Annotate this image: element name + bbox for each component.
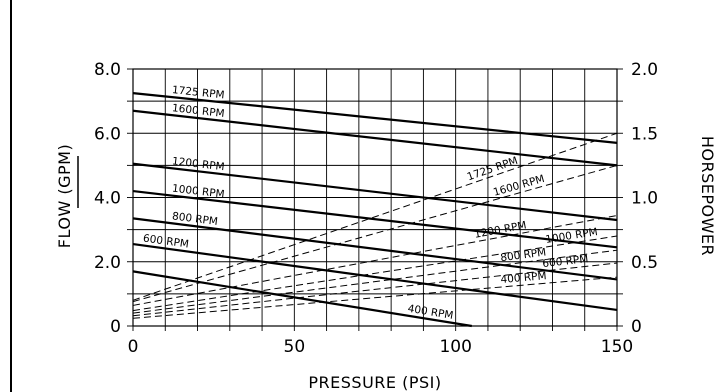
x-tick-label: 0: [128, 337, 139, 357]
y2-tick-label: 1.0: [631, 189, 658, 209]
x-tick-label: 150: [601, 337, 633, 357]
y-axis-title: FLOW (GPM): [55, 144, 74, 248]
y-tick-label: 8.0: [94, 60, 121, 80]
flow-curve-label: 1725 RPM: [171, 84, 225, 101]
flow-curve-label: 1600 RPM: [171, 102, 225, 120]
flow-curve-800-rpm: [132, 217, 618, 281]
x-axis-title: PRESSURE (PSI): [308, 373, 441, 392]
flow-curve-400-rpm: [132, 270, 472, 328]
hp-curve-label: 1725 RPM: [466, 155, 520, 184]
hp-curve-1200-rpm: [132, 214, 618, 306]
hp-curve-label: 1600 RPM: [492, 173, 546, 199]
y2-tick-label: 1.5: [631, 124, 658, 144]
hp-curve-label: 600 RPM: [542, 253, 589, 270]
flow-curve-1600-rpm: [132, 109, 618, 167]
hp-curve-400-rpm: [132, 276, 618, 319]
flow-curve-1000-rpm: [132, 189, 618, 249]
horsepower-curves: [132, 132, 618, 319]
hp-curve-1725-rpm: [132, 132, 618, 301]
y2-axis-title: HORSEPOWER: [698, 136, 717, 256]
y2-tick-label: 2.0: [631, 60, 658, 80]
x-tick-label: 100: [439, 337, 471, 357]
flow-curves: [132, 91, 618, 328]
y2-tick-label: 0.5: [631, 253, 658, 273]
y-tick-label: 6.0: [94, 124, 121, 144]
flow-curve-1200-rpm: [132, 162, 618, 222]
hp-curve-1000-rpm: [132, 235, 618, 312]
hp-curve-600-rpm: [132, 262, 618, 317]
hp-curve-label: 800 RPM: [500, 246, 547, 264]
hp-curve-label: 400 RPM: [500, 270, 547, 286]
y-tick-label: 0: [110, 317, 121, 337]
y-tick-label: 2.0: [94, 253, 121, 273]
hp-curve-800-rpm: [132, 249, 618, 314]
hp-curve-label: 1200 RPM: [473, 219, 527, 240]
y2-tick-label: 0: [631, 317, 642, 337]
x-tick-label: 50: [284, 337, 306, 357]
flow-curve-600-rpm: [132, 242, 618, 312]
y-tick-label: 4.0: [94, 189, 121, 209]
hp-curve-1600-rpm: [132, 164, 618, 303]
page-frame-line: [10, 0, 12, 392]
flow-curve-label: 800 RPM: [171, 210, 218, 228]
flow-curve-1725-rpm: [132, 91, 618, 144]
